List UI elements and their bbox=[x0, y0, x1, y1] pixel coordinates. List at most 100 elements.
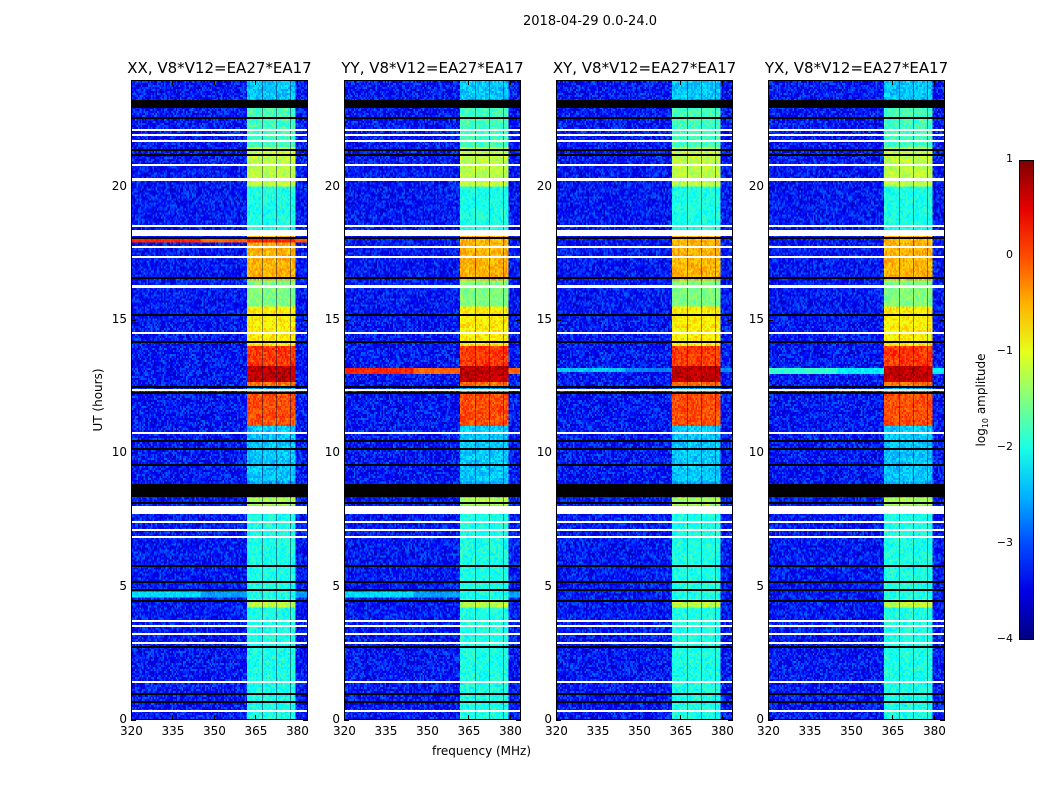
flag-white-line bbox=[132, 229, 307, 236]
flag-black-line bbox=[557, 463, 732, 466]
x-tick-mark bbox=[768, 80, 769, 85]
flag-white-line bbox=[769, 331, 944, 334]
flag-white-line bbox=[345, 625, 520, 627]
flag-white-line bbox=[132, 642, 307, 645]
x-tick-mark bbox=[556, 80, 557, 85]
y-tick-mark bbox=[940, 586, 945, 588]
flag-black-line bbox=[769, 391, 944, 394]
x-tick-mark bbox=[213, 80, 215, 85]
flag-black-line bbox=[345, 314, 520, 317]
colorbar bbox=[1019, 160, 1034, 640]
flag-black-line bbox=[132, 386, 307, 389]
y-tick-mark bbox=[516, 586, 521, 588]
channel-gap bbox=[700, 81, 702, 719]
flag-white-line bbox=[769, 521, 944, 523]
flag-black-line bbox=[557, 483, 732, 497]
y-tick-label: 20 bbox=[324, 178, 340, 193]
x-tick-mark bbox=[172, 80, 174, 85]
flag-black-line bbox=[769, 117, 944, 119]
flag-black-line bbox=[345, 341, 520, 343]
flag-white-line bbox=[345, 389, 520, 391]
x-tick-mark bbox=[850, 715, 852, 720]
flag-white-line bbox=[557, 134, 732, 137]
y-tick-label: 0 bbox=[756, 712, 764, 726]
flag-white-line bbox=[345, 246, 520, 249]
flag-white-line bbox=[557, 246, 732, 249]
flag-white-line bbox=[769, 535, 944, 538]
flag-white-line bbox=[345, 681, 520, 683]
flag-black-line bbox=[557, 502, 732, 505]
channel-gap bbox=[502, 81, 504, 719]
panel-title: XY, V8*V12=EA27*EA17 bbox=[552, 59, 737, 77]
flag-black-line bbox=[557, 386, 732, 389]
flag-white-line bbox=[557, 178, 732, 181]
y-tick-mark bbox=[516, 186, 521, 188]
flag-white-line bbox=[557, 710, 732, 713]
flag-black-line bbox=[132, 701, 307, 703]
flag-white-line bbox=[132, 506, 307, 515]
flag-white-line bbox=[132, 129, 307, 131]
panel-title: YX, V8*V12=EA27*EA17 bbox=[764, 59, 949, 77]
flag-black-line bbox=[557, 565, 732, 567]
flag-white-line bbox=[769, 625, 944, 627]
flag-black-line bbox=[132, 391, 307, 394]
x-tick-mark bbox=[385, 80, 387, 85]
flag-black-line bbox=[769, 386, 944, 389]
y-tick-mark bbox=[556, 453, 561, 455]
y-tick-mark bbox=[940, 453, 945, 455]
x-tick-label: 320 bbox=[333, 724, 356, 738]
flag-black-line bbox=[132, 439, 307, 442]
flag-black-line bbox=[557, 447, 732, 450]
flag-black-line bbox=[345, 391, 520, 394]
x-tick-mark bbox=[426, 715, 428, 720]
y-tick-mark bbox=[303, 720, 308, 721]
flag-black-line bbox=[557, 341, 732, 343]
x-tick-label: 365 bbox=[244, 724, 268, 738]
y-tick-label: 0 bbox=[544, 712, 552, 726]
x-tick-mark bbox=[933, 80, 935, 85]
y-tick-mark bbox=[131, 186, 136, 188]
flag-black-line bbox=[345, 439, 520, 442]
flag-white-line bbox=[769, 389, 944, 391]
flag-white-line bbox=[132, 625, 307, 627]
colorbar-tick-label: −2 bbox=[996, 440, 1013, 453]
flag-black-line bbox=[557, 439, 732, 442]
flag-black-line bbox=[769, 463, 944, 466]
flag-black-line bbox=[769, 277, 944, 279]
flag-black-line bbox=[769, 314, 944, 317]
flag-white-line bbox=[345, 521, 520, 523]
flag-white-line bbox=[557, 506, 732, 515]
x-tick-mark bbox=[892, 80, 894, 85]
x-tick-label: 365 bbox=[669, 724, 693, 738]
flag-black-line bbox=[557, 701, 732, 703]
flag-black-line bbox=[769, 99, 944, 108]
heatmap-image bbox=[769, 81, 944, 719]
y-tick-mark bbox=[768, 586, 773, 588]
x-tick-mark bbox=[509, 715, 511, 720]
y-tick-mark bbox=[940, 720, 945, 721]
flag-white-line bbox=[557, 633, 732, 635]
flag-white-line bbox=[132, 134, 307, 137]
y-tick-label: 0 bbox=[332, 712, 340, 726]
flag-white-line bbox=[769, 255, 944, 258]
flag-black-line bbox=[557, 693, 732, 695]
figure-title: 2018-04-29 0.0-24.0 bbox=[523, 14, 657, 29]
flag-white-line bbox=[132, 431, 307, 435]
flag-black-line bbox=[132, 277, 307, 279]
flag-white-line bbox=[132, 255, 307, 258]
flag-black-line bbox=[557, 99, 732, 108]
flag-white-line bbox=[769, 178, 944, 181]
x-tick-mark bbox=[556, 715, 557, 720]
flag-black-line bbox=[132, 314, 307, 317]
x-tick-mark bbox=[255, 715, 257, 720]
heatmap-image bbox=[557, 81, 732, 719]
flag-white-line bbox=[345, 285, 520, 288]
y-tick-mark bbox=[556, 186, 561, 188]
flag-black-line bbox=[557, 581, 732, 583]
flag-black-line bbox=[769, 589, 944, 591]
x-tick-mark bbox=[680, 715, 682, 720]
flag-black-line bbox=[345, 463, 520, 466]
x-tick-mark bbox=[638, 80, 640, 85]
flag-white-line bbox=[769, 134, 944, 137]
